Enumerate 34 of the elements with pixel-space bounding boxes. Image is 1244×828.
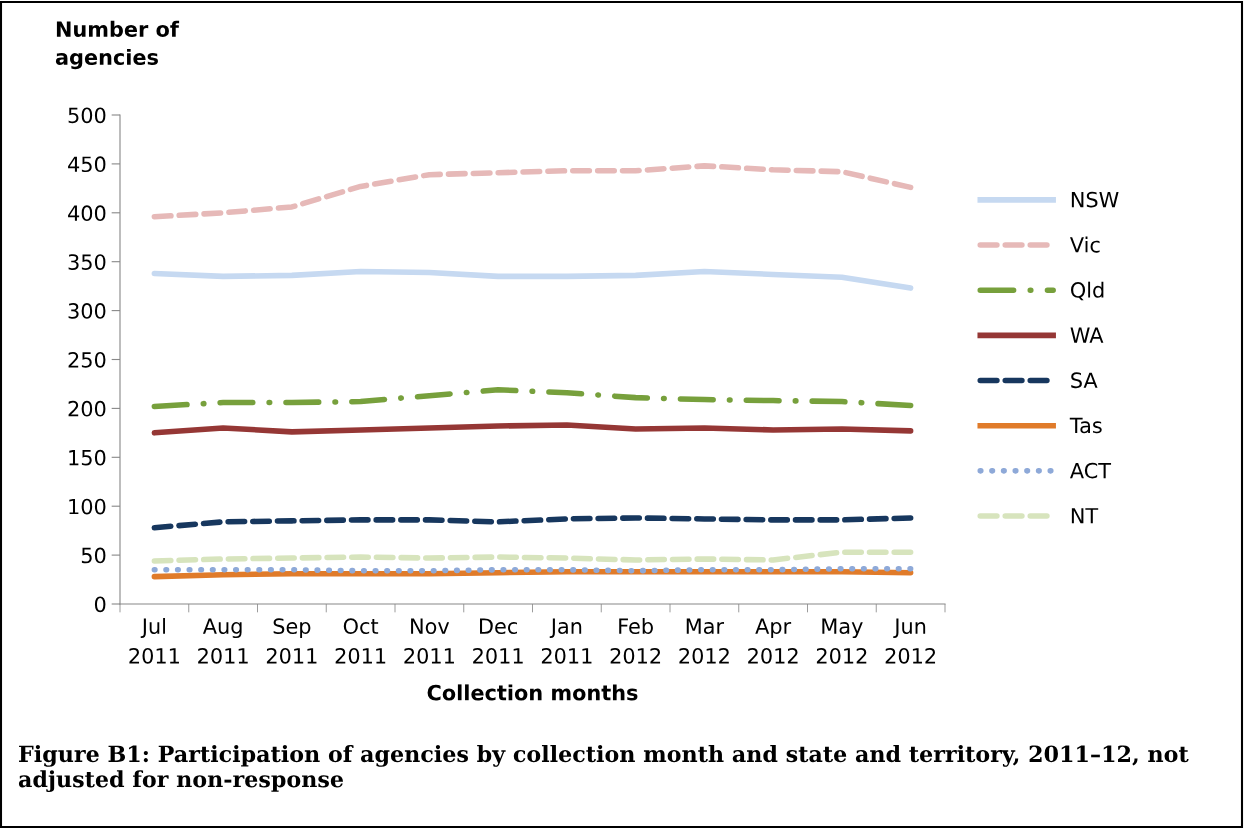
y-tick-label: 400: [68, 205, 106, 222]
x-tick-label: Oct 2011: [335, 618, 386, 664]
x-axis-title: Collection months: [427, 684, 638, 701]
x-tick-label: Apr 2012: [748, 618, 798, 664]
legend-label: SA: [1071, 372, 1098, 389]
x-tick-label: Aug 2011: [198, 618, 248, 664]
caption: Figure B1: Participation of agencies by collection month and state and territory, 2011–12, not adjusted for non-response: [18, 745, 1189, 793]
y-tick-label: 150: [69, 449, 106, 466]
legend-label: ACT: [1070, 462, 1112, 479]
y-axis-title: Number of agencies: [55, 20, 180, 70]
x-tick-label: Feb 2012: [610, 617, 661, 664]
x-tick-label: May 2012: [816, 618, 867, 664]
y-tick-label: 200: [68, 400, 106, 417]
y-tick-label: 250: [68, 351, 106, 368]
legend-label: Tas: [1069, 417, 1102, 434]
y-tick-label: 500: [68, 107, 106, 124]
y-tick-label: 350: [68, 254, 106, 270]
x-tick-label: Jan 2011: [541, 618, 592, 664]
x-tick-label: Nov 2011: [404, 618, 454, 664]
x-tick-label: Dec 2011: [473, 618, 523, 664]
legend-label: Vic: [1070, 236, 1100, 253]
legend-label: NT: [1071, 508, 1099, 524]
x-tick-label: Sep 2011: [266, 618, 317, 664]
y-tick-label: 450: [68, 156, 106, 173]
y-tick-label: 100: [69, 498, 106, 515]
x-tick-label: Mar 2012: [679, 618, 729, 664]
legend-label: NSW: [1071, 191, 1119, 208]
legend-label: Qld: [1071, 281, 1104, 301]
x-tick-label: Jul 2011: [129, 617, 179, 664]
y-tick-label: 300: [68, 303, 106, 319]
legend-label: WA: [1070, 327, 1104, 343]
x-tick-label: Jun 2012: [885, 618, 936, 664]
y-tick-label: 0: [94, 596, 106, 613]
y-tick-label: 50: [81, 547, 106, 564]
